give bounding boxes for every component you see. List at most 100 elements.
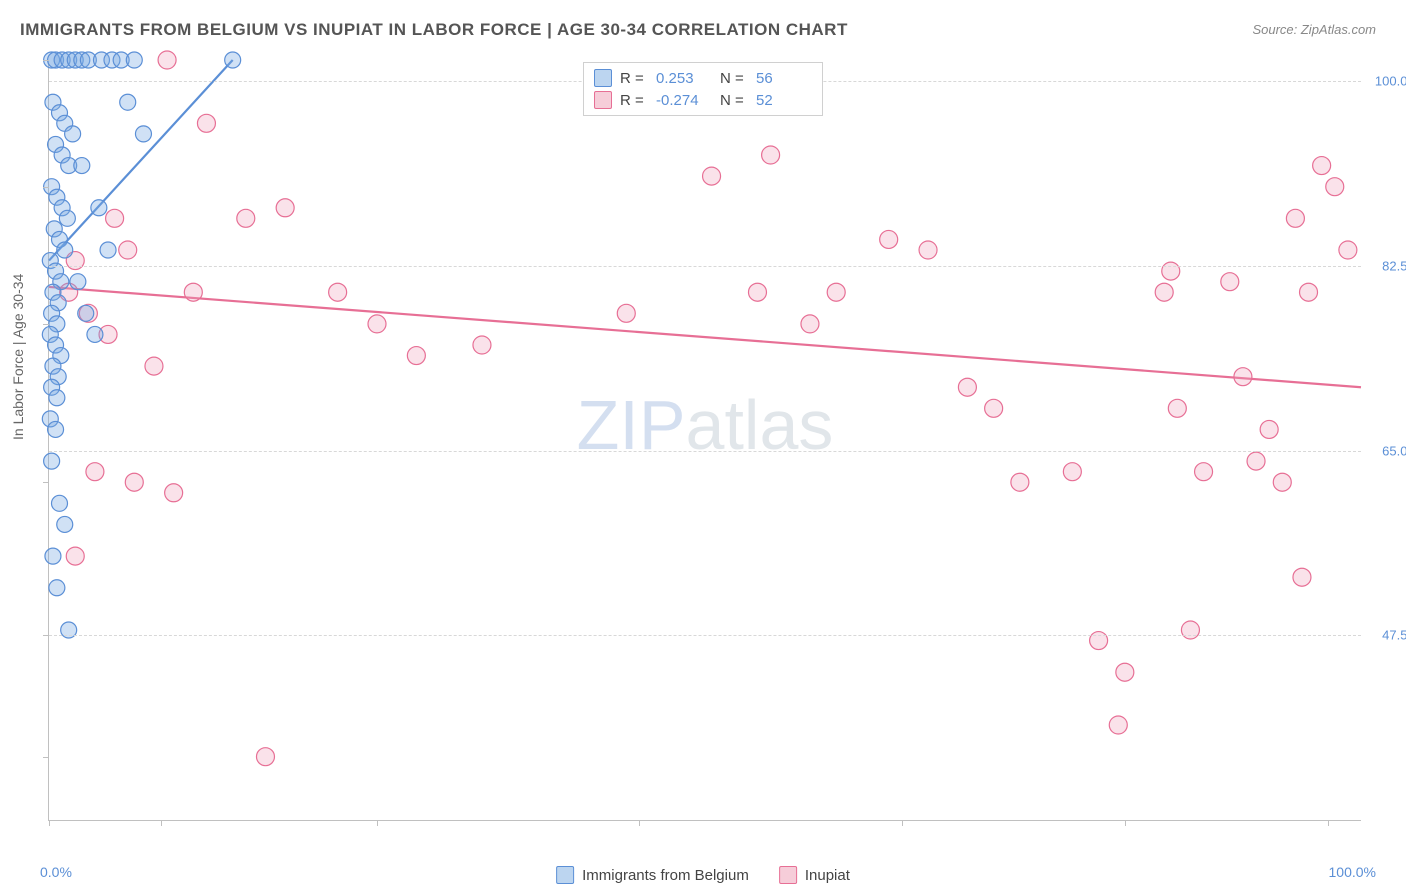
legend-series-name: Inupiat <box>805 867 850 884</box>
plot-area: ZIPatlas 47.5%65.0%82.5%100.0% <box>48 60 1361 821</box>
legend-swatch <box>594 91 612 109</box>
x-axis-min-label: 0.0% <box>40 864 72 880</box>
data-point <box>184 283 202 301</box>
data-point <box>1247 452 1265 470</box>
data-point <box>145 357 163 375</box>
data-point <box>119 241 137 259</box>
data-point <box>1011 473 1029 491</box>
gridline <box>49 266 1361 267</box>
gridline <box>49 635 1361 636</box>
y-tick <box>43 757 49 758</box>
data-point <box>91 200 107 216</box>
data-point <box>1168 399 1186 417</box>
data-point <box>1109 716 1127 734</box>
data-point <box>70 274 86 290</box>
data-point <box>237 209 255 227</box>
data-point <box>165 484 183 502</box>
legend-r-value: 0.253 <box>656 70 712 87</box>
y-tick <box>43 324 49 325</box>
data-point <box>368 315 386 333</box>
legend-row: R =-0.274N =52 <box>594 89 812 111</box>
y-tick <box>43 60 49 61</box>
x-tick <box>639 820 640 826</box>
data-point <box>1155 283 1173 301</box>
data-point <box>125 473 143 491</box>
data-point <box>45 548 61 564</box>
data-point <box>985 399 1003 417</box>
data-point <box>1162 262 1180 280</box>
y-tick-label: 82.5% <box>1369 258 1406 273</box>
data-point <box>407 347 425 365</box>
chart-source: Source: ZipAtlas.com <box>1252 22 1376 37</box>
data-point <box>126 52 142 68</box>
y-tick <box>43 187 49 188</box>
legend-item: Inupiat <box>779 866 850 884</box>
data-point <box>1063 463 1081 481</box>
data-point <box>1195 463 1213 481</box>
data-point <box>66 547 84 565</box>
y-tick-label: 100.0% <box>1369 74 1406 89</box>
legend-n-value: 52 <box>756 92 812 109</box>
data-point <box>49 580 65 596</box>
data-point <box>59 210 75 226</box>
data-point <box>1286 209 1304 227</box>
data-point <box>1300 283 1318 301</box>
data-point <box>74 158 90 174</box>
data-point <box>158 51 176 69</box>
legend-n-label: N = <box>720 92 748 109</box>
data-point <box>135 126 151 142</box>
data-point <box>57 242 73 258</box>
data-point <box>1116 663 1134 681</box>
data-point <box>762 146 780 164</box>
data-point <box>100 242 116 258</box>
data-point <box>276 199 294 217</box>
data-point <box>329 283 347 301</box>
x-tick <box>161 820 162 826</box>
data-point <box>1090 632 1108 650</box>
trend-line <box>49 287 1361 387</box>
x-tick <box>377 820 378 826</box>
data-point <box>919 241 937 259</box>
legend-swatch <box>556 866 574 884</box>
data-point <box>1181 621 1199 639</box>
data-point <box>703 167 721 185</box>
series-legend: Immigrants from Belgium Inupiat <box>556 866 850 884</box>
data-point <box>86 463 104 481</box>
data-point <box>827 283 845 301</box>
data-point <box>48 421 64 437</box>
legend-r-label: R = <box>620 70 648 87</box>
data-point <box>1260 420 1278 438</box>
data-point <box>880 230 898 248</box>
data-point <box>1273 473 1291 491</box>
legend-series-name: Immigrants from Belgium <box>582 867 749 884</box>
data-point <box>1234 368 1252 386</box>
data-point <box>106 209 124 227</box>
x-tick <box>1125 820 1126 826</box>
data-point <box>1339 241 1357 259</box>
data-point <box>256 748 274 766</box>
y-tick <box>43 482 49 483</box>
data-point <box>120 94 136 110</box>
data-point <box>78 305 94 321</box>
legend-item: Immigrants from Belgium <box>556 866 749 884</box>
legend-n-value: 56 <box>756 70 812 87</box>
gridline <box>49 451 1361 452</box>
legend-swatch <box>594 69 612 87</box>
legend-swatch <box>779 866 797 884</box>
legend-n-label: N = <box>720 70 748 87</box>
x-tick <box>902 820 903 826</box>
data-point <box>1313 157 1331 175</box>
data-point <box>87 326 103 342</box>
data-point <box>1221 273 1239 291</box>
correlation-legend: R =0.253N =56R =-0.274N =52 <box>583 62 823 116</box>
y-tick <box>43 635 49 636</box>
data-point <box>49 390 65 406</box>
chart-title: IMMIGRANTS FROM BELGIUM VS INUPIAT IN LA… <box>20 20 848 40</box>
data-point <box>44 453 60 469</box>
y-axis-title: In Labor Force | Age 30-34 <box>10 274 26 440</box>
x-tick <box>49 820 50 826</box>
data-point <box>1326 178 1344 196</box>
data-point <box>225 52 241 68</box>
data-point <box>57 516 73 532</box>
chart-svg <box>49 60 1361 820</box>
